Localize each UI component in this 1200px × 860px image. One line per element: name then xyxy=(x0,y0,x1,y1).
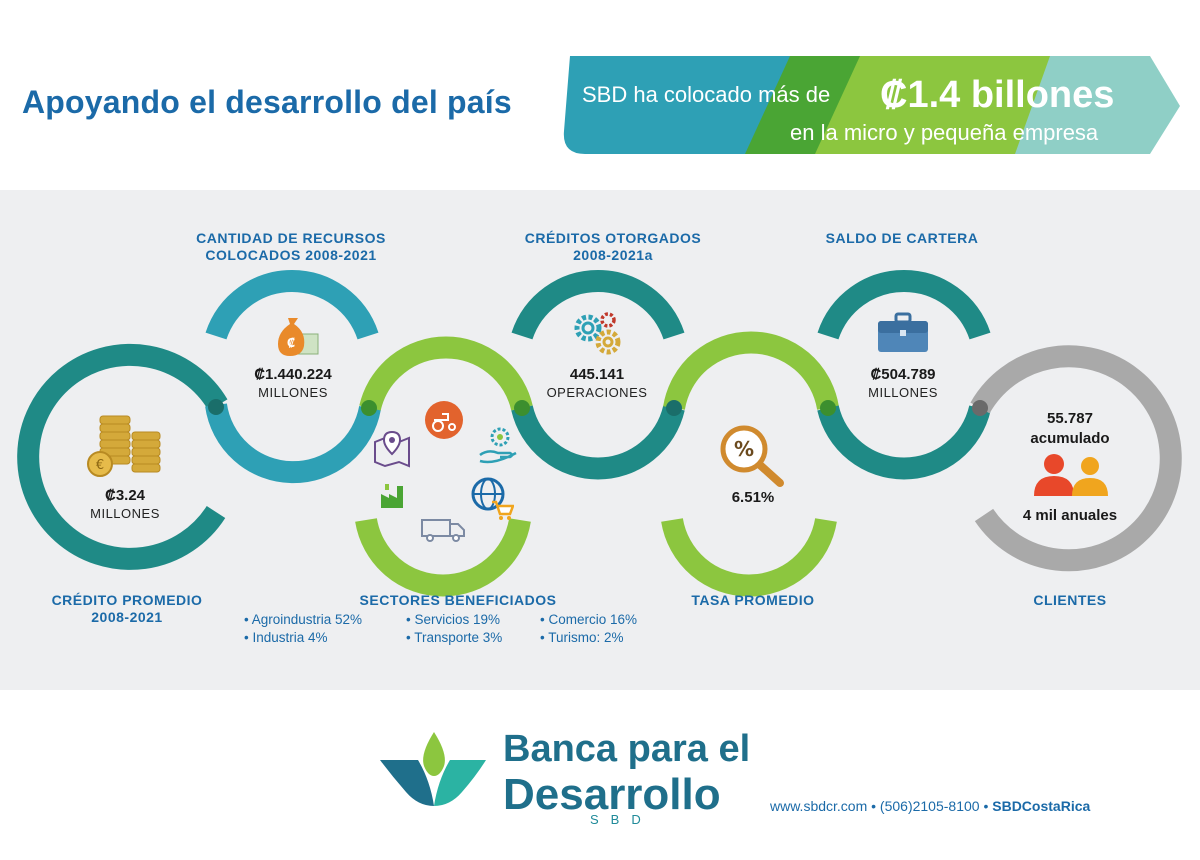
banner-amount: ₡1.4 billones xyxy=(880,74,1115,116)
footer-contact-text[interactable]: www.sbdcr.com • (506)2105-8100 • xyxy=(770,798,993,814)
creditos-label-line2: 2008-2021a xyxy=(573,247,653,263)
gears-icon xyxy=(574,312,621,355)
credito-promedio-label-line1: CRÉDITO PROMEDIO xyxy=(51,592,203,608)
briefcase-icon xyxy=(878,312,928,352)
creditos-label: CRÉDITOS OTORGADOS 2008-2021a xyxy=(500,230,726,264)
sector-item: • Comercio 16% xyxy=(540,612,638,627)
credito-promedio-unit: MILLONES xyxy=(90,506,160,521)
tractor-icon xyxy=(425,401,463,439)
sector-item: • Turismo: 2% xyxy=(540,630,624,645)
tasa-label: TASA PROMEDIO xyxy=(691,592,815,608)
page-title: Apoyando el desarrollo del país xyxy=(22,84,512,120)
recursos-label-line2: COLOCADOS 2008-2021 xyxy=(205,247,377,263)
clientes-value-acumulado: acumulado xyxy=(1030,430,1110,447)
creditos-value: 445.141 xyxy=(569,366,625,383)
clientes-label: CLIENTES xyxy=(1033,592,1107,608)
saldo-value: ₡504.789 xyxy=(870,366,936,383)
banner-text-line1: SBD ha colocado más de xyxy=(582,82,831,107)
credito-promedio-label-line2: 2008-2021 xyxy=(91,609,163,625)
sector-item: • Transporte 3% xyxy=(406,630,503,645)
clientes-value-total: 55.787 xyxy=(1047,410,1093,427)
sectores-label: SECTORES BENEFICIADOS xyxy=(359,592,557,608)
logo-text-line2: Desarrollo xyxy=(503,770,721,819)
header-banner xyxy=(563,56,1180,154)
credito-promedio-label: CRÉDITO PROMEDIO 2008-2021 xyxy=(30,592,224,626)
truck-icon xyxy=(421,519,465,542)
percent-magnifier-icon: % xyxy=(720,425,784,487)
svg-text:₡: ₡ xyxy=(287,336,295,350)
recursos-label-line1: CANTIDAD DE RECURSOS xyxy=(196,230,386,246)
svg-text:€: € xyxy=(96,458,104,473)
footer-social-handle[interactable]: SBDCostaRica xyxy=(992,798,1091,814)
money-bag-icon: ₡ xyxy=(278,318,319,356)
creditos-label-line1: CRÉDITOS OTORGADOS xyxy=(524,230,702,246)
map-pin-icon xyxy=(374,430,410,468)
sbd-logo-icon xyxy=(380,732,486,806)
recursos-label: CANTIDAD DE RECURSOS COLOCADOS 2008-2021 xyxy=(180,230,402,264)
coins-icon: € xyxy=(87,415,161,477)
wave-graphic xyxy=(17,270,1182,597)
hand-gear-icon xyxy=(479,427,517,464)
sector-item: • Agroindustria 52% xyxy=(244,612,363,627)
factory-icon xyxy=(381,484,403,508)
sector-item: • Industria 4% xyxy=(244,630,328,645)
recursos-unit: MILLONES xyxy=(258,385,328,400)
saldo-unit: MILLONES xyxy=(868,385,938,400)
recursos-value: ₡1.440.224 xyxy=(254,366,332,383)
footer-contact: www.sbdcr.com • (506)2105-8100 • SBDCost… xyxy=(770,798,1090,814)
banner-text-line2: en la micro y pequeña empresa xyxy=(790,120,1099,145)
sector-item: • Servicios 19% xyxy=(406,612,501,627)
clientes-value-anuales: 4 mil anuales xyxy=(1022,507,1118,524)
svg-text:%: % xyxy=(734,437,754,461)
creditos-unit: OPERACIONES xyxy=(546,385,648,400)
saldo-label: SALDO DE CARTERA xyxy=(825,230,979,246)
logo-text-line1: Banca para el xyxy=(503,728,751,770)
people-icon xyxy=(1034,454,1108,496)
credito-promedio-value: ₡3.24 xyxy=(104,487,146,504)
globe-cart-icon xyxy=(471,477,514,520)
tasa-value: 6.51% xyxy=(731,489,775,506)
logo-text-line3: SBD xyxy=(590,812,653,827)
